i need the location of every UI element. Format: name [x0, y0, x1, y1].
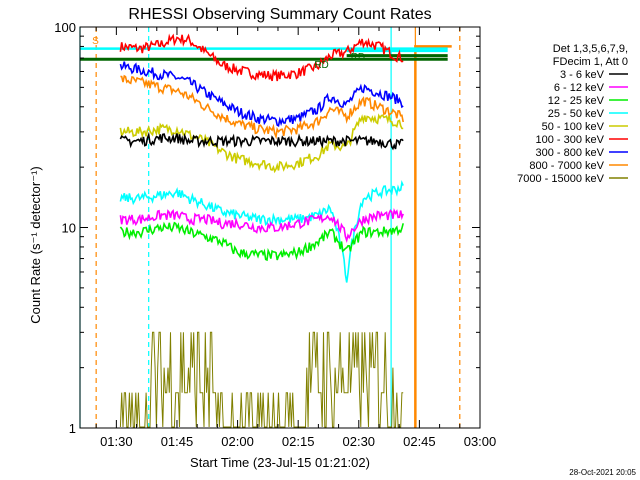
legend-entry-label-6: 300 - 800 keV [536, 147, 605, 159]
legend-entry-label-0: 3 - 6 keV [560, 69, 605, 81]
chart-title: RHESSI Observing Summary Count Rates [128, 6, 431, 23]
x-tick-label-3: 02:15 [282, 434, 315, 449]
y-axis-label: Count Rate (s⁻¹ detector⁻¹) [28, 166, 43, 324]
series-line-3 [119, 113, 404, 174]
legend-entry-label-1: 6 - 12 keV [554, 82, 605, 94]
x-axis-label: Start Time (23-Jul-15 01:21:02) [190, 455, 370, 470]
flag-label-0: S [92, 36, 99, 47]
series-line-6 [119, 207, 404, 244]
series-line-0 [119, 33, 404, 82]
series-line-8 [119, 331, 404, 428]
series-line-2 [120, 74, 404, 140]
plot-frame [79, 26, 481, 429]
plot-date-stamp: 28-Oct-2021 20:05 [569, 468, 636, 477]
x-tick-label-4: 02:30 [343, 434, 376, 449]
x-tick-label-6: 03:00 [464, 434, 497, 449]
legend-entry-label-2: 12 - 25 keV [548, 95, 605, 107]
flag-label-1: RD [314, 60, 328, 71]
x-tick-label-2: 02:00 [221, 434, 254, 449]
legend-entry-label-4: 50 - 100 keV [542, 121, 605, 133]
legend-entry-label-8: 7000 - 15000 keV [517, 173, 605, 185]
series-line-5 [119, 179, 404, 283]
series-line-7 [119, 221, 404, 262]
x-tick-label-0: 01:30 [100, 434, 133, 449]
flag-label-2: RD [351, 52, 365, 63]
legend-entry-label-7: 800 - 7000 keV [529, 160, 604, 172]
x-tick-label-5: 02:45 [403, 434, 436, 449]
y-tick-label-2: 100 [54, 20, 76, 35]
y-tick-label-0: 1 [69, 421, 76, 436]
legend-header-0: Det 1,3,5,6,7,9, [553, 43, 628, 55]
legend-entry-label-3: 25 - 50 keV [548, 108, 605, 120]
series-line-4 [119, 131, 404, 151]
series-line-1 [119, 61, 404, 128]
y-tick-label-1: 10 [62, 221, 76, 236]
x-tick-label-1: 01:45 [161, 434, 194, 449]
attenuator-flag [414, 45, 452, 428]
legend-header-1: FDecim 1, Att 0 [553, 56, 628, 68]
legend-entry-label-5: 100 - 300 keV [536, 134, 605, 146]
